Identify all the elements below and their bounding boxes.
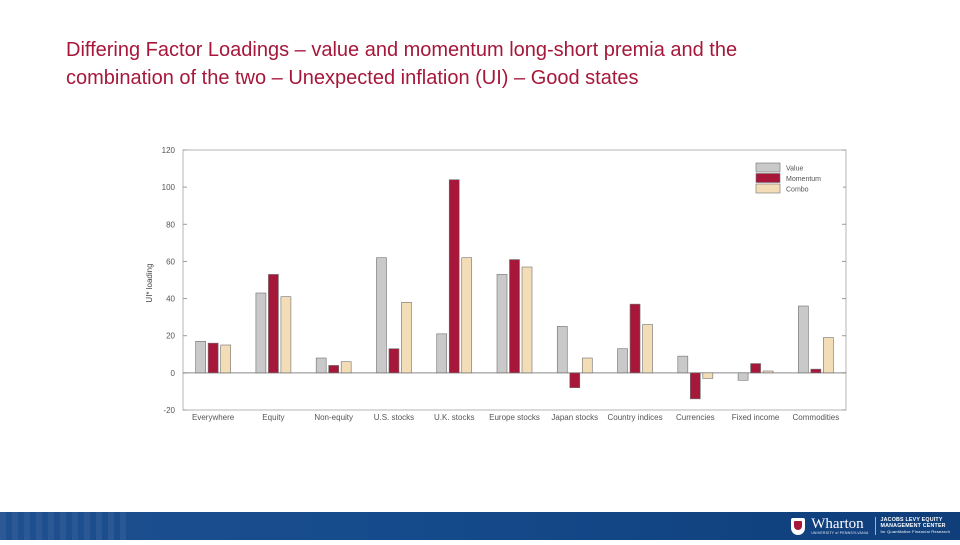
bar-value-equity (255, 292, 267, 374)
bar-momentum-everywhere (207, 342, 219, 374)
bar-combo-commodities (823, 337, 834, 374)
bar-momentum-non-equity (328, 365, 339, 374)
bar-combo-everywhere (220, 344, 231, 374)
bar-combo-europe-stocks (521, 266, 533, 374)
y-axis-label: UI* loading (145, 263, 154, 302)
brand-subtitle: UNIVERSITY of PENNSYLVANIA (811, 530, 869, 535)
footer-stripe (0, 512, 130, 540)
brand-name: Wharton (811, 515, 864, 532)
bar-value-non-equity (315, 357, 327, 374)
bar-value-commodities (798, 305, 809, 374)
bar-value-country-indices (617, 348, 628, 374)
x-tick-label: Europe stocks (489, 413, 540, 422)
y-tick-label: 100 (162, 183, 176, 192)
center-name-line-3: for Quantitative Financial Research (880, 529, 950, 534)
bar-combo-non-equity (340, 361, 352, 374)
legend-label-momentum: Momentum (786, 176, 821, 183)
y-tick-label: 20 (166, 332, 175, 341)
slide-title-line-2: combination of the two – Unexpected infl… (66, 67, 639, 89)
bar-value-u-k-stocks (436, 333, 448, 374)
bar-momentum-commodities (810, 368, 822, 374)
legend-swatch-combo (755, 183, 781, 194)
bar-momentum-u-s-stocks (388, 348, 400, 374)
y-tick-label: 80 (166, 220, 175, 229)
university-shield-icon (791, 517, 806, 535)
y-tick-label: 40 (166, 295, 175, 304)
slide-title-line-1: Differing Factor Loadings – value and mo… (66, 39, 738, 61)
legend-swatch-value (755, 162, 781, 173)
y-tick-label: 60 (166, 257, 175, 266)
footer-logo: Wharton UNIVERSITY of PENNSYLVANIA JACOB… (791, 516, 950, 536)
legend-swatch-momentum (755, 173, 781, 183)
x-tick-label: Japan stocks (551, 413, 598, 422)
bar-value-japan-stocks (556, 326, 568, 374)
bar-momentum-fixed-income (750, 363, 761, 374)
x-tick-label: Fixed income (732, 413, 780, 422)
bar-value-europe-stocks (496, 274, 508, 374)
bar-combo-japan-stocks (581, 357, 593, 374)
center-name-line-2: MANAGEMENT CENTER (880, 523, 946, 529)
center-name-line-1: JACOBS LEVY EQUITY (880, 517, 943, 523)
legend-label-value: Value (786, 166, 803, 173)
center-name: JACOBS LEVY EQUITY MANAGEMENT CENTER for… (874, 517, 950, 535)
bar-combo-u-k-stocks (461, 257, 473, 374)
bar-value-currencies (677, 355, 689, 374)
bar-momentum-u-k-stocks (448, 179, 460, 374)
y-tick-label: 120 (162, 146, 176, 155)
legend-label-combo: Combo (786, 187, 809, 194)
footer-bar: Wharton UNIVERSITY of PENNSYLVANIA JACOB… (0, 512, 960, 540)
bar-value-u-s-stocks (376, 257, 387, 374)
bar-momentum-japan-stocks (569, 372, 581, 389)
bar-combo-currencies (702, 372, 714, 379)
x-tick-label: Non-equity (314, 413, 353, 422)
x-tick-label: U.S. stocks (374, 413, 414, 422)
x-tick-label: Equity (262, 413, 284, 422)
bar-combo-fixed-income (762, 370, 774, 374)
bar-combo-equity (280, 296, 292, 374)
bar-momentum-equity (268, 274, 279, 374)
bar-value-everywhere (195, 340, 206, 374)
bar-combo-country-indices (642, 324, 653, 374)
x-tick-label: Currencies (676, 413, 715, 422)
brand-wordmark: Wharton UNIVERSITY of PENNSYLVANIA (811, 515, 869, 536)
bar-combo-u-s-stocks (401, 301, 412, 374)
bar-momentum-country-indices (629, 303, 641, 374)
slide-title: Differing Factor Loadings – value and mo… (66, 36, 926, 92)
x-tick-label: Country indices (607, 413, 662, 422)
y-tick-label: -20 (163, 406, 175, 415)
x-tick-label: Everywhere (192, 413, 235, 422)
bar-momentum-europe-stocks (509, 259, 520, 374)
bar-value-fixed-income (737, 372, 749, 381)
bar-momentum-currencies (690, 372, 701, 400)
x-tick-label: Commodities (793, 413, 840, 422)
x-tick-label: U.K. stocks (434, 413, 474, 422)
y-tick-label: 0 (171, 369, 176, 378)
